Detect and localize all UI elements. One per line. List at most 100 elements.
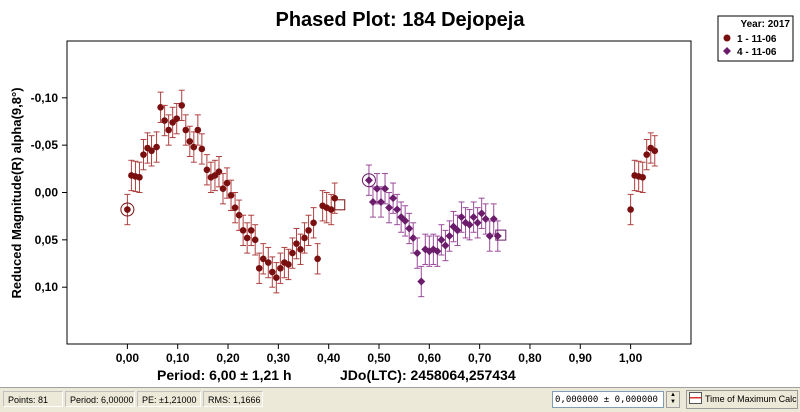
y-tick-label: 0,00 bbox=[35, 186, 59, 200]
data-point bbox=[385, 203, 394, 212]
data-point bbox=[445, 232, 454, 241]
data-point bbox=[305, 227, 312, 234]
calc-button-label: Time of Maximum Calculator bbox=[705, 394, 797, 404]
data-point bbox=[289, 249, 296, 257]
series-1 bbox=[120, 89, 659, 294]
data-point bbox=[437, 235, 446, 244]
x-tick-label: 0,20 bbox=[216, 351, 240, 365]
data-point bbox=[227, 192, 235, 199]
time-of-maximum-calculator-button[interactable]: Time of Maximum Calculator bbox=[686, 390, 798, 409]
data-point bbox=[301, 234, 308, 242]
y-tick-label: 0,05 bbox=[35, 233, 59, 247]
phased-plot-chart: Phased Plot: 184 Dejopeja 0,00 0,10 0,20 0,… bbox=[9, 9, 794, 383]
data-point bbox=[223, 179, 231, 187]
calculator-icon bbox=[689, 392, 702, 404]
data-point bbox=[173, 115, 181, 122]
data-point bbox=[314, 255, 321, 263]
x-tick-label: 0,90 bbox=[569, 351, 593, 365]
data-point bbox=[285, 261, 292, 268]
x-tick-label: 0,00 bbox=[116, 351, 140, 365]
y-tick-label: 0,10 bbox=[35, 280, 59, 294]
data-point bbox=[277, 264, 284, 272]
data-point bbox=[293, 240, 300, 247]
x-tick-label: 0,40 bbox=[317, 351, 341, 365]
data-point bbox=[136, 174, 143, 181]
data-point bbox=[639, 174, 646, 181]
data-series-layer bbox=[120, 89, 659, 298]
status-bar: Points: 81 Period: 6,00000 PE: ±1,21000 … bbox=[0, 387, 800, 412]
data-point bbox=[231, 204, 239, 211]
data-point bbox=[643, 151, 651, 158]
data-point bbox=[182, 126, 190, 134]
legend-box bbox=[717, 15, 794, 62]
data-point bbox=[186, 138, 194, 145]
x-tick-label: 0,30 bbox=[267, 351, 291, 365]
reference-point-marker bbox=[361, 173, 376, 188]
data-point bbox=[178, 102, 186, 109]
y-axis-ticks: -0,10 -0,05 0,00 0,05 0,10 bbox=[31, 91, 67, 294]
data-point bbox=[165, 126, 172, 134]
reference-point-marker bbox=[120, 202, 135, 217]
data-point bbox=[627, 206, 634, 213]
data-point bbox=[401, 216, 410, 225]
data-point bbox=[473, 218, 482, 227]
data-point bbox=[433, 247, 442, 256]
data-point bbox=[465, 220, 474, 229]
data-point bbox=[327, 206, 335, 213]
data-point bbox=[259, 255, 267, 263]
x-axis-ticks: 0,00 0,10 0,20 0,30 0,40 0,50 0,60 0,70 0,80 0,90… bbox=[116, 344, 643, 365]
period-error: PE: ±1,21000 bbox=[137, 391, 201, 407]
data-point bbox=[255, 264, 263, 272]
period-label: Period: 6,00 ± 1,21 h bbox=[157, 367, 292, 383]
x-tick-label: 0,80 bbox=[518, 351, 542, 365]
data-point bbox=[251, 236, 259, 244]
spin-buttons[interactable]: ▲ ▼ bbox=[666, 391, 680, 408]
data-point bbox=[153, 143, 160, 151]
legend-title: Year: 2017 bbox=[741, 19, 791, 30]
end-point-marker bbox=[495, 229, 507, 241]
plot-area bbox=[66, 40, 692, 345]
data-point bbox=[393, 205, 402, 214]
data-point bbox=[235, 211, 243, 219]
jd-label: JDo(LTC): 2458064,257434 bbox=[340, 367, 516, 383]
data-point bbox=[651, 147, 659, 155]
legend: Year: 2017 1 - 11-06 4 - 11-06 bbox=[717, 15, 794, 62]
x-tick-label: 0,60 bbox=[418, 351, 442, 365]
legend-marker-diamond bbox=[723, 47, 731, 55]
max-time-fields[interactable]: 0,000000 ± 0,000000 d bbox=[552, 391, 664, 408]
y-tick-label: -0,05 bbox=[31, 138, 59, 152]
data-point bbox=[297, 246, 304, 253]
data-point bbox=[124, 206, 131, 213]
data-point bbox=[264, 259, 272, 266]
data-point bbox=[273, 274, 280, 282]
data-point bbox=[239, 227, 247, 234]
data-point bbox=[405, 224, 414, 233]
data-point bbox=[269, 268, 276, 276]
data-point bbox=[457, 213, 466, 222]
data-point bbox=[310, 219, 317, 227]
x-tick-label: 1,00 bbox=[619, 351, 643, 365]
data-point bbox=[441, 241, 450, 250]
legend-marker-circle bbox=[723, 34, 731, 42]
data-point bbox=[417, 277, 426, 286]
end-point-marker bbox=[334, 199, 346, 211]
x-tick-label: 0,50 bbox=[367, 351, 391, 365]
legend-series-2: 4 - 11-06 bbox=[737, 47, 777, 58]
y-tick-label: -0,10 bbox=[31, 91, 59, 105]
data-point bbox=[219, 185, 227, 193]
data-point bbox=[140, 151, 147, 158]
chart-title: Phased Plot: 184 Dejopeja bbox=[276, 9, 526, 31]
legend-series-1: 1 - 11-06 bbox=[737, 34, 777, 45]
data-point bbox=[381, 184, 390, 193]
data-point bbox=[413, 249, 422, 258]
series-2 bbox=[361, 164, 507, 298]
data-point bbox=[477, 209, 486, 218]
data-point bbox=[148, 147, 155, 155]
y-axis-label: Reduced Magnitude(R) alpha(9,8°) bbox=[9, 87, 24, 298]
data-point bbox=[198, 145, 206, 153]
data-point bbox=[409, 233, 418, 242]
x-tick-label: 0,10 bbox=[166, 351, 190, 365]
x-tick-label: 0,70 bbox=[468, 351, 492, 365]
data-point bbox=[247, 227, 255, 234]
data-point bbox=[243, 234, 251, 242]
